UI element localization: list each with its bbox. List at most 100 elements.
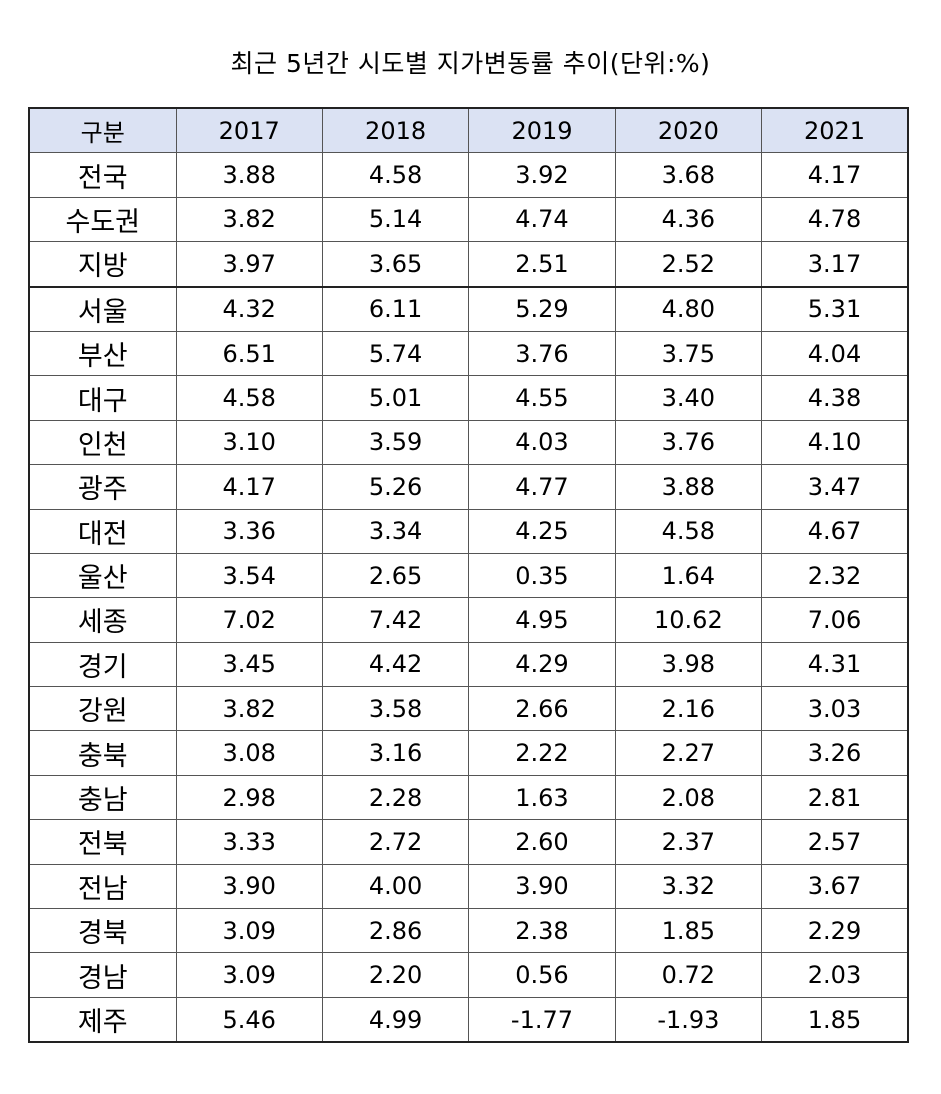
table-row: 인천 3.10 3.59 4.03 3.76 4.10 xyxy=(28,419,909,466)
value-cell: 3.82 xyxy=(175,196,323,243)
table-row: 강원 3.82 3.58 2.66 2.16 3.03 xyxy=(28,686,909,732)
table-row: 서울 4.32 6.11 5.29 4.80 5.31 xyxy=(28,286,909,332)
table-header: 구분 2017 2018 2019 2020 2021 xyxy=(28,107,909,154)
value-cell: 3.26 xyxy=(761,730,909,776)
header-year-cell: 2018 xyxy=(321,107,470,154)
value-cell: 6.11 xyxy=(321,286,470,332)
table-row: 대전 3.36 3.34 4.25 4.58 4.67 xyxy=(28,508,909,554)
table-row: 부산 6.51 5.74 3.76 3.75 4.04 xyxy=(28,330,909,377)
region-label-cell: 충남 xyxy=(28,774,177,821)
value-cell: 3.36 xyxy=(175,508,323,554)
region-label-cell: 경북 xyxy=(28,908,177,954)
region-label-cell: 인천 xyxy=(28,419,177,466)
value-cell: 3.92 xyxy=(468,152,616,198)
value-cell: 2.16 xyxy=(614,686,763,732)
value-cell: 0.56 xyxy=(468,952,616,998)
value-cell: 4.42 xyxy=(321,641,470,688)
value-cell: 4.80 xyxy=(614,286,763,332)
value-cell: 3.09 xyxy=(175,908,323,954)
table-row: 울산 3.54 2.65 0.35 1.64 2.32 xyxy=(28,552,909,599)
value-cell: 4.04 xyxy=(761,330,909,377)
value-cell: 3.34 xyxy=(321,508,470,554)
region-label-cell: 강원 xyxy=(28,686,177,732)
value-cell: 6.51 xyxy=(175,330,323,377)
value-cell: 2.20 xyxy=(321,952,470,998)
value-cell: 3.10 xyxy=(175,419,323,466)
table-row: 경기 3.45 4.42 4.29 3.98 4.31 xyxy=(28,641,909,688)
value-cell: 4.17 xyxy=(175,464,323,510)
value-cell: 2.22 xyxy=(468,730,616,776)
value-cell: 3.45 xyxy=(175,641,323,688)
value-cell: 3.54 xyxy=(175,552,323,599)
value-cell: 4.29 xyxy=(468,641,616,688)
table-row: 전남 3.90 4.00 3.90 3.32 3.67 xyxy=(28,863,909,910)
value-cell: 3.59 xyxy=(321,419,470,466)
value-cell: 4.74 xyxy=(468,196,616,243)
value-cell: 2.60 xyxy=(468,819,616,865)
value-cell: 4.10 xyxy=(761,419,909,466)
table-row: 충북 3.08 3.16 2.22 2.27 3.26 xyxy=(28,730,909,776)
value-cell: 2.86 xyxy=(321,908,470,954)
value-cell: 2.65 xyxy=(321,552,470,599)
value-cell: 2.57 xyxy=(761,819,909,865)
region-label-cell: 대구 xyxy=(28,375,177,421)
value-cell: 3.82 xyxy=(175,686,323,732)
value-cell: 5.14 xyxy=(321,196,470,243)
value-cell: 2.03 xyxy=(761,952,909,998)
header-label-cell: 구분 xyxy=(28,107,177,154)
header-row: 구분 2017 2018 2019 2020 2021 xyxy=(28,107,909,154)
value-cell: 0.72 xyxy=(614,952,763,998)
value-cell: 7.02 xyxy=(175,597,323,643)
value-cell: 5.46 xyxy=(175,996,323,1043)
value-cell: 3.97 xyxy=(175,241,323,288)
table-row: 제주 5.46 4.99 -1.77 -1.93 1.85 xyxy=(28,996,909,1043)
region-label-cell: 경기 xyxy=(28,641,177,688)
value-cell: 5.01 xyxy=(321,375,470,421)
table-row: 충남 2.98 2.28 1.63 2.08 2.81 xyxy=(28,774,909,821)
value-cell: 3.40 xyxy=(614,375,763,421)
value-cell: 3.33 xyxy=(175,819,323,865)
value-cell: 5.29 xyxy=(468,286,616,332)
value-cell: 4.58 xyxy=(175,375,323,421)
table-body: 전국 3.88 4.58 3.92 3.68 4.17 수도권 3.82 5.14 4.74 4.3… xyxy=(28,152,909,1043)
value-cell: 3.08 xyxy=(175,730,323,776)
region-label-cell: 경남 xyxy=(28,952,177,998)
value-cell: 5.26 xyxy=(321,464,470,510)
value-cell: 3.16 xyxy=(321,730,470,776)
value-cell: 3.76 xyxy=(468,330,616,377)
value-cell: 2.66 xyxy=(468,686,616,732)
region-label-cell: 충북 xyxy=(28,730,177,776)
value-cell: 3.88 xyxy=(175,152,323,198)
table-row: 경남 3.09 2.20 0.56 0.72 2.03 xyxy=(28,952,909,998)
value-cell: 7.06 xyxy=(761,597,909,643)
value-cell: 2.29 xyxy=(761,908,909,954)
value-cell: 3.67 xyxy=(761,863,909,910)
value-cell: 2.72 xyxy=(321,819,470,865)
value-cell: 7.42 xyxy=(321,597,470,643)
value-cell: 4.95 xyxy=(468,597,616,643)
value-cell: 3.58 xyxy=(321,686,470,732)
header-year-cell: 2021 xyxy=(761,107,909,154)
value-cell: 3.09 xyxy=(175,952,323,998)
value-cell: 3.17 xyxy=(761,241,909,288)
value-cell: 4.58 xyxy=(321,152,470,198)
value-cell: 2.37 xyxy=(614,819,763,865)
value-cell: 3.98 xyxy=(614,641,763,688)
value-cell: 5.31 xyxy=(761,286,909,332)
table-row: 광주 4.17 5.26 4.77 3.88 3.47 xyxy=(28,464,909,510)
value-cell: 4.03 xyxy=(468,419,616,466)
value-cell: 4.31 xyxy=(761,641,909,688)
value-cell: -1.77 xyxy=(468,996,616,1043)
value-cell: 4.78 xyxy=(761,196,909,243)
region-label-cell: 지방 xyxy=(28,241,177,288)
value-cell: 3.65 xyxy=(321,241,470,288)
value-cell: 2.98 xyxy=(175,774,323,821)
region-label-cell: 제주 xyxy=(28,996,177,1043)
header-year-cell: 2019 xyxy=(468,107,616,154)
value-cell: 0.35 xyxy=(468,552,616,599)
value-cell: 3.76 xyxy=(614,419,763,466)
value-cell: 1.63 xyxy=(468,774,616,821)
value-cell: 2.81 xyxy=(761,774,909,821)
value-cell: 4.17 xyxy=(761,152,909,198)
land-price-change-table: 구분 2017 2018 2019 2020 2021 전국 3.88 4.58 3.… xyxy=(28,107,909,1044)
